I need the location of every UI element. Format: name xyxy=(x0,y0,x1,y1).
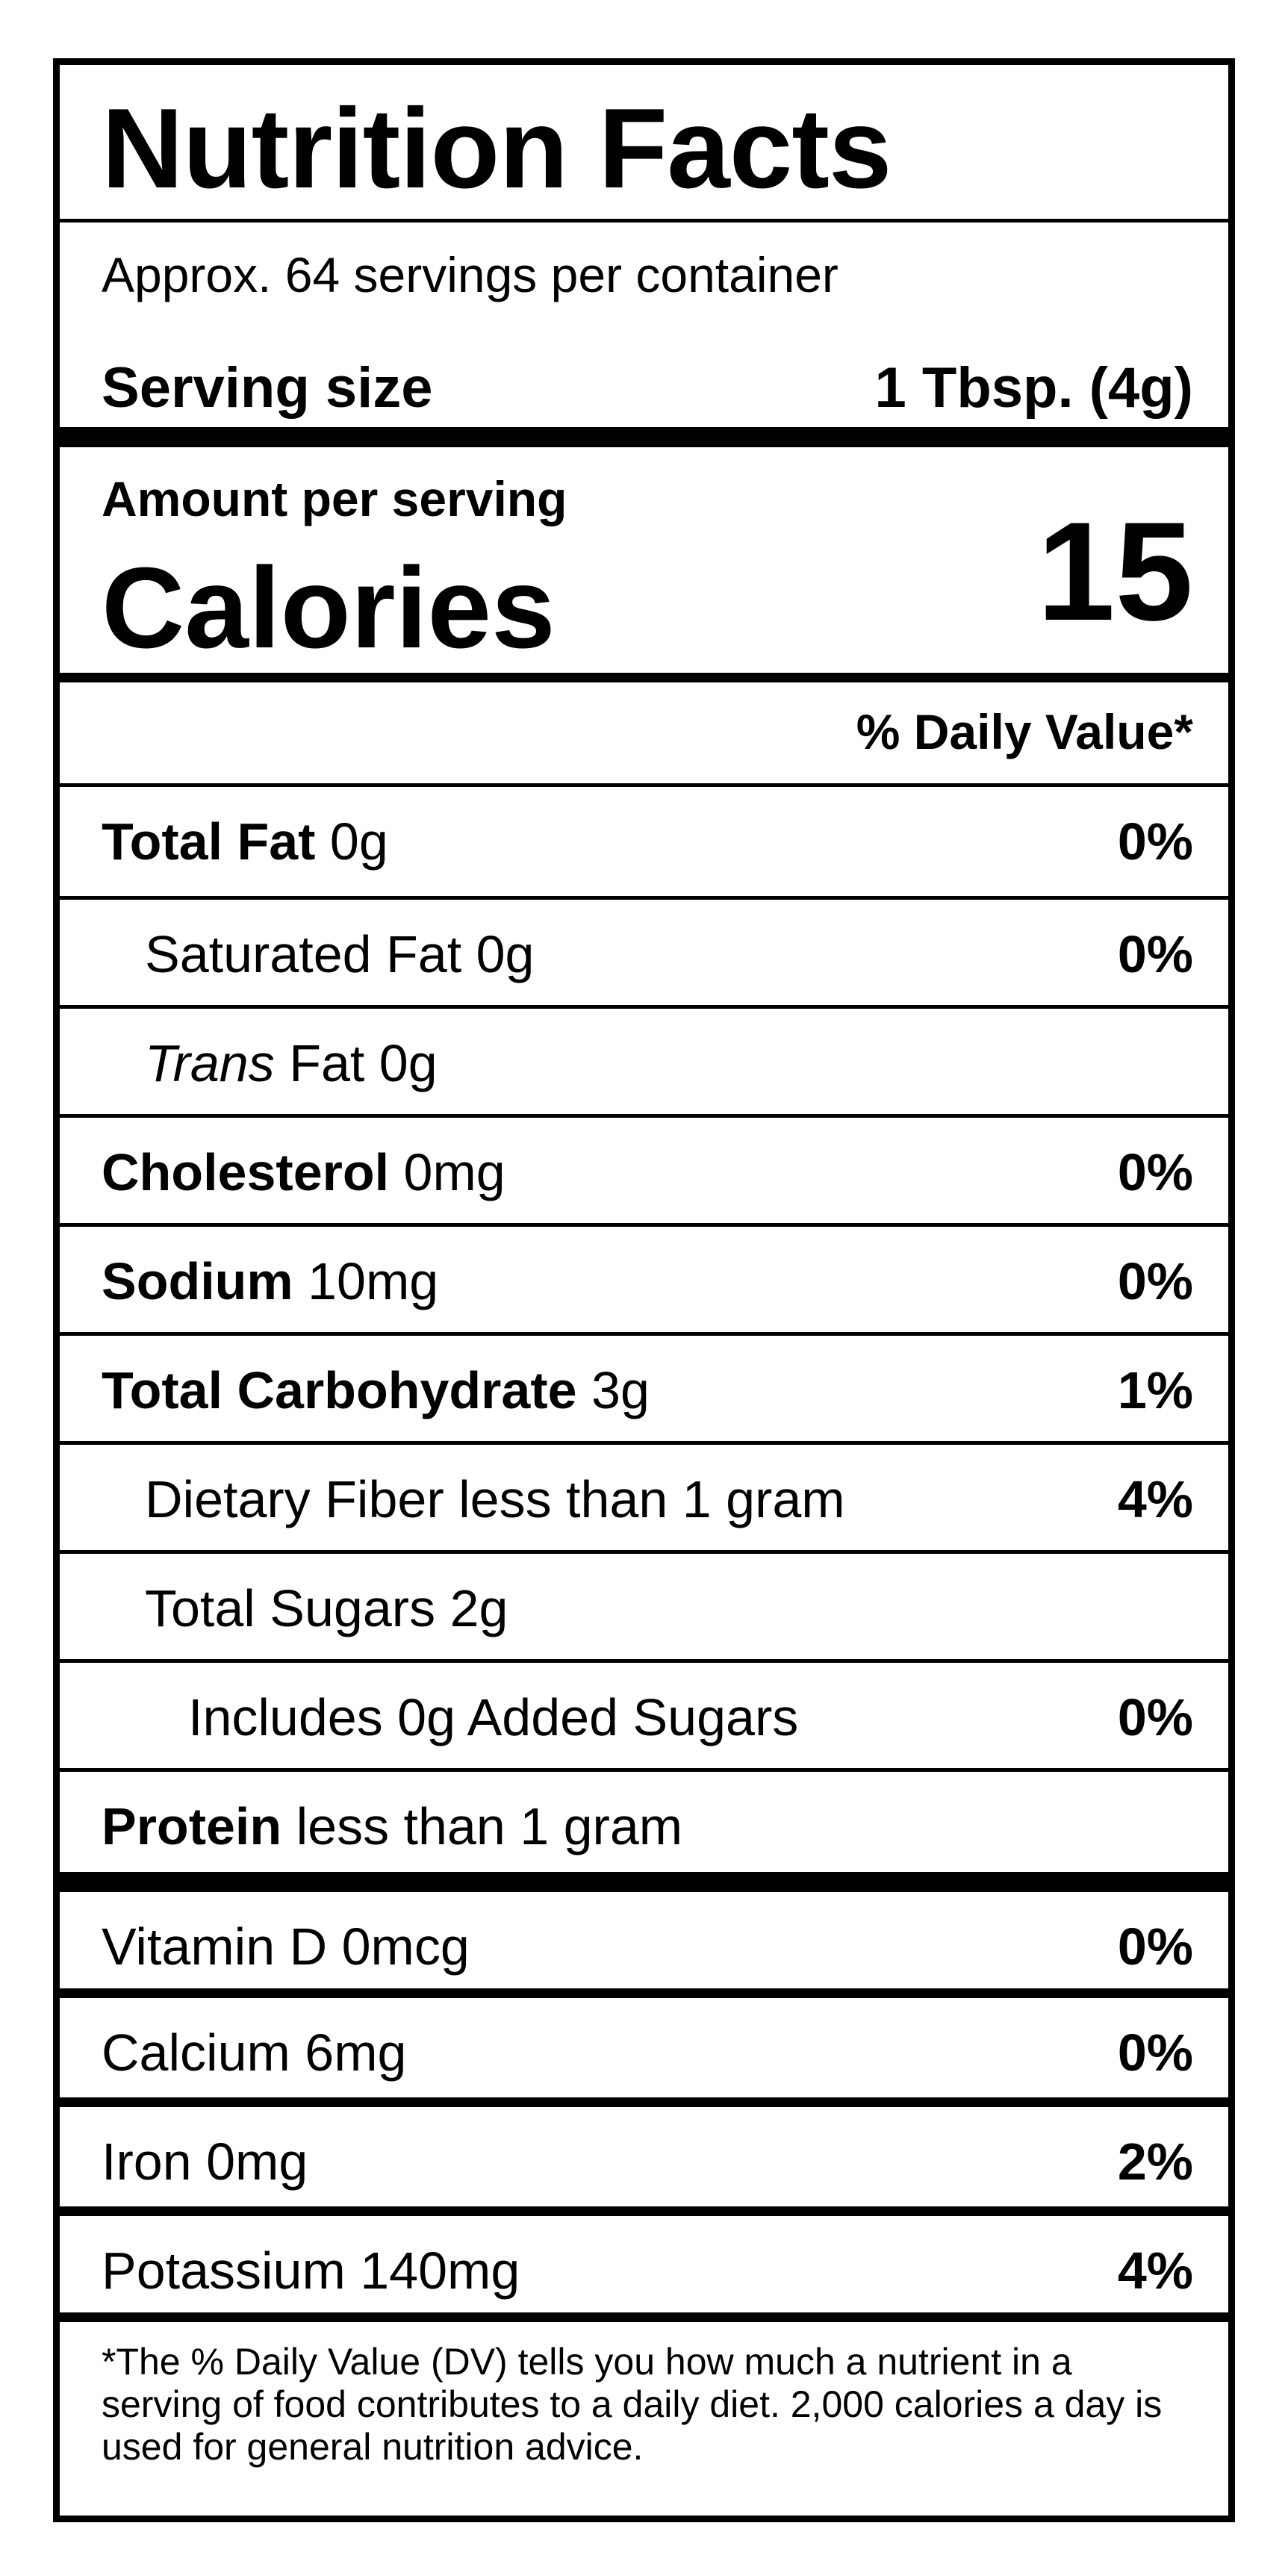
nutrient-name: Sodium xyxy=(102,1252,293,1310)
vitamin-row-iron: Iron 0mg 2% xyxy=(60,2107,1228,2216)
nutrient-dv: 0% xyxy=(1117,812,1193,871)
thick-divider xyxy=(60,1872,1228,1892)
vitamin-amount: 0mg xyxy=(206,2132,308,2191)
vitamin-dv: 0% xyxy=(1117,2023,1193,2082)
label-title: Nutrition Facts xyxy=(102,85,892,212)
divider xyxy=(60,1550,1228,1554)
nutrient-row-saturated-fat: Saturated Fat 0g 0% xyxy=(60,900,1228,1009)
nutrient-name: Protein xyxy=(102,1797,282,1855)
calories-label: Calories xyxy=(102,544,556,672)
nutrient-row-total-fat: Total Fat 0g 0% xyxy=(60,787,1228,896)
medium-divider xyxy=(60,1988,1228,1998)
serving-size-value: 1 Tbsp. (4g) xyxy=(874,356,1193,420)
vitamin-dv: 2% xyxy=(1117,2132,1193,2191)
nutrient-dv: 4% xyxy=(1117,1470,1193,1528)
nutrient-name: Saturated Fat xyxy=(145,925,462,983)
nutrient-amount: 3g xyxy=(591,1361,650,1419)
medium-divider xyxy=(60,2097,1228,2107)
nutrient-name-suffix: Fat xyxy=(289,1034,365,1092)
vitamin-name: Vitamin D xyxy=(102,1917,328,1976)
serving-size-label: Serving size xyxy=(102,356,433,420)
vitamin-name: Potassium xyxy=(102,2241,346,2300)
nutrient-name: Includes 0g Added Sugars xyxy=(188,1688,799,1746)
nutrient-row-trans-fat: Trans Fat 0g xyxy=(60,1009,1228,1118)
nutrient-row-protein: Protein less than 1 gram xyxy=(60,1772,1228,1881)
divider xyxy=(60,1223,1228,1227)
nutrient-dv: 0% xyxy=(1117,1252,1193,1310)
nutrient-amount: 0g xyxy=(379,1034,438,1092)
nutrient-row-sodium: Sodium 10mg 0% xyxy=(60,1227,1228,1336)
nutrient-row-cholesterol: Cholesterol 0mg 0% xyxy=(60,1118,1228,1227)
nutrient-amount: 10mg xyxy=(308,1252,439,1310)
vitamin-row-vitamin-d: Vitamin D 0mcg 0% xyxy=(60,1892,1228,2001)
nutrient-name: Total Sugars xyxy=(145,1579,436,1637)
nutrient-dv: 1% xyxy=(1117,1361,1193,1419)
divider xyxy=(60,1768,1228,1772)
nutrient-name: Total Carbohydrate xyxy=(102,1361,577,1419)
calories-value: 15 xyxy=(1036,493,1193,650)
vitamin-dv: 0% xyxy=(1117,1917,1193,1976)
vitamin-amount: 6mg xyxy=(305,2023,407,2082)
thick-divider xyxy=(60,427,1228,447)
divider xyxy=(60,1659,1228,1663)
medium-divider xyxy=(60,2312,1228,2322)
vitamin-name: Iron xyxy=(102,2132,192,2191)
vitamin-row-calcium: Calcium 6mg 0% xyxy=(60,1998,1228,2107)
vitamin-amount: 140mg xyxy=(360,2241,520,2300)
nutrient-amount: 0mg xyxy=(403,1143,505,1201)
daily-value-footnote: *The % Daily Value (DV) tells you how mu… xyxy=(102,2341,1163,2468)
medium-divider xyxy=(60,673,1228,682)
amount-per-serving: Amount per serving xyxy=(102,471,567,526)
nutrient-amount: less than 1 gram xyxy=(296,1797,683,1855)
divider xyxy=(60,783,1228,787)
nutrient-dv: 0% xyxy=(1117,925,1193,983)
nutrient-name: Cholesterol xyxy=(102,1143,390,1201)
divider xyxy=(60,219,1228,223)
daily-value-header: % Daily Value* xyxy=(856,704,1193,759)
vitamin-name: Calcium xyxy=(102,2023,290,2082)
nutrition-facts-label: Nutrition Facts Approx. 64 servings per … xyxy=(53,58,1235,2522)
nutrient-dv: 0% xyxy=(1117,1688,1193,1746)
nutrient-name: Dietary Fiber less than 1 gram xyxy=(145,1470,845,1528)
vitamin-row-potassium: Potassium 140mg 4% xyxy=(60,2216,1228,2325)
nutrient-amount: 0g xyxy=(329,812,388,871)
divider xyxy=(60,1332,1228,1336)
nutrient-row-total-sugars: Total Sugars 2g xyxy=(60,1554,1228,1663)
divider xyxy=(60,896,1228,900)
vitamin-amount: 0mcg xyxy=(341,1917,470,1976)
nutrient-row-total-carbohydrate: Total Carbohydrate 3g 1% xyxy=(60,1336,1228,1445)
nutrient-row-dietary-fiber: Dietary Fiber less than 1 gram 4% xyxy=(60,1445,1228,1554)
divider xyxy=(60,1005,1228,1009)
nutrient-name: Total Fat xyxy=(102,812,316,871)
vitamin-dv: 4% xyxy=(1117,2241,1193,2300)
nutrient-dv: 0% xyxy=(1117,1143,1193,1201)
servings-per-container: Approx. 64 servings per container xyxy=(102,247,839,302)
nutrient-amount: 0g xyxy=(476,925,535,983)
nutrient-name: Trans xyxy=(145,1034,275,1092)
medium-divider xyxy=(60,2206,1228,2216)
divider xyxy=(60,1441,1228,1445)
nutrient-amount: 2g xyxy=(449,1579,508,1637)
nutrient-row-added-sugars: Includes 0g Added Sugars 0% xyxy=(60,1663,1228,1772)
divider xyxy=(60,1114,1228,1118)
